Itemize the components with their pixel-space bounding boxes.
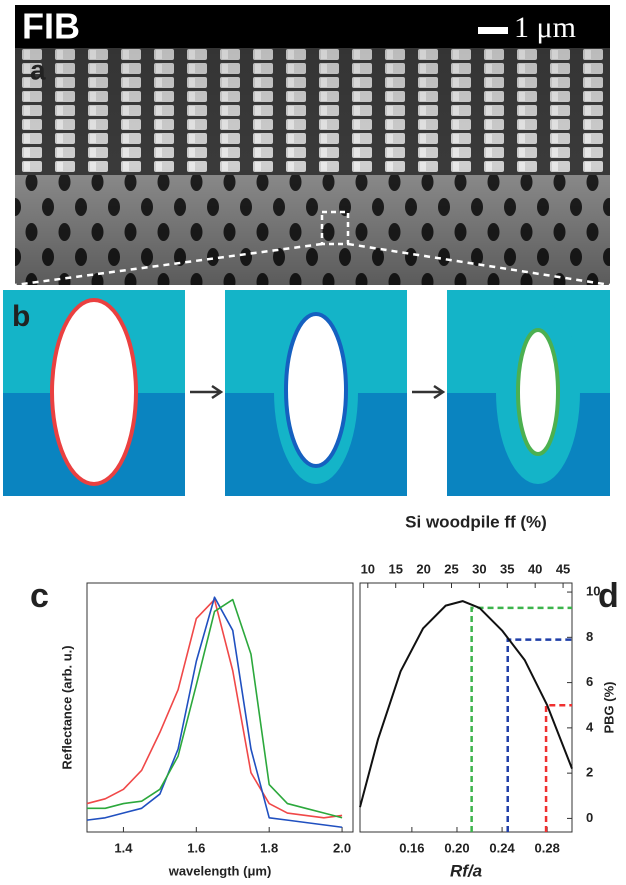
header-title: FIB (22, 6, 80, 47)
x2-tick-label: 25 (444, 561, 458, 576)
y-axis-label: PBG (%) (601, 682, 616, 734)
scale-bar (478, 27, 508, 34)
panel-label: a (30, 54, 46, 85)
x-tick-label: 0.24 (489, 840, 515, 855)
plot-frame (359, 582, 573, 833)
header-bar (15, 5, 610, 48)
series-line (87, 598, 343, 819)
x-tick-label: 0.20 (444, 840, 469, 855)
x-tick-label: 0.28 (535, 840, 560, 855)
panel-label: d (598, 577, 619, 615)
y-tick-label: 6 (586, 674, 593, 689)
x2-tick-label: 30 (472, 561, 486, 576)
x2-tick-label: 20 (416, 561, 430, 576)
panel-label: b (12, 300, 30, 333)
y-tick-label: 8 (586, 629, 593, 644)
x-tick-label: 1.6 (187, 840, 205, 855)
x-tick-label: 2.0 (333, 840, 351, 855)
zoom-line (14, 242, 323, 287)
y-tick-label: 4 (586, 719, 594, 734)
marker-guide (506, 638, 572, 832)
arrow (190, 384, 224, 400)
x2-tick-label: 15 (388, 561, 402, 576)
x2-tick-label: 10 (361, 561, 375, 576)
marker-guide (470, 606, 572, 832)
sem-shade (15, 48, 610, 285)
x-tick-label: 1.4 (114, 840, 133, 855)
y-axis-label: Reflectance (arb. u.) (59, 645, 74, 769)
marker-guide (544, 703, 572, 832)
zoom-box (320, 210, 350, 246)
x-axis-label: wavelength (μm) (168, 863, 272, 878)
plot-frame (86, 582, 354, 833)
x2-tick-label: 45 (556, 561, 570, 576)
y-tick-label: 0 (586, 810, 593, 825)
schematic (3, 290, 185, 496)
x2-tick-label: 40 (528, 561, 542, 576)
x-tick-label: 1.8 (260, 840, 278, 855)
series-line (86, 598, 343, 819)
scale-bar-label: 1 μm (514, 11, 576, 44)
x-axis-label: Rf/a (450, 861, 482, 880)
x2-axis-label: Si woodpile ff (%) (405, 512, 547, 531)
x-tick-label: 0.16 (399, 840, 424, 855)
panel-label: c (30, 577, 49, 615)
zoom-line (347, 242, 611, 287)
arrow (412, 384, 446, 400)
series-line (86, 596, 343, 829)
y-tick-label: 2 (586, 765, 593, 780)
schematic (225, 290, 407, 496)
y-tick-label: 10 (586, 583, 600, 598)
x2-tick-label: 35 (500, 561, 514, 576)
schematic (447, 290, 610, 496)
series-line (359, 600, 573, 808)
